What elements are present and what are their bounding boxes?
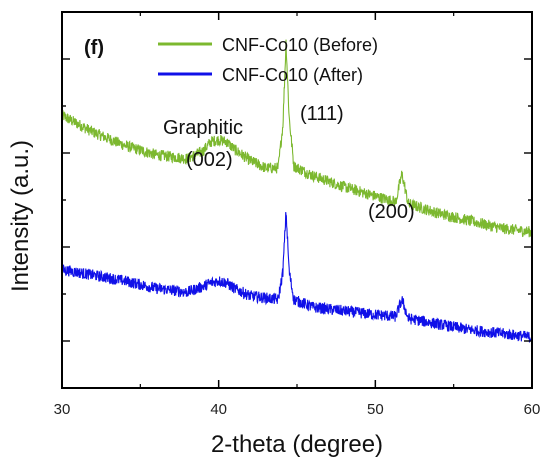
x-tick-label: 50	[367, 401, 384, 418]
x-axis-title: 2-theta (degree)	[211, 431, 383, 458]
x-tick-label: 30	[54, 401, 71, 418]
legend: CNF-Co10 (Before) CNF-Co10 (After)	[158, 35, 378, 85]
series-layer	[61, 39, 533, 343]
x-tick-label: 40	[210, 401, 227, 418]
legend-label-before: CNF-Co10 (Before)	[222, 35, 378, 55]
series-line-after	[61, 212, 533, 343]
tick-layer: 30 40 50 60	[54, 12, 541, 418]
annotation-graphitic: Graphitic	[163, 117, 243, 139]
annotation-200: (200)	[368, 201, 415, 223]
y-axis-title: Intensity (a.u.)	[7, 140, 34, 292]
annotation-002: (002)	[186, 149, 233, 171]
annotation-111: (111)	[300, 103, 344, 125]
legend-label-after: CNF-Co10 (After)	[222, 65, 363, 85]
x-tick-label: 60	[524, 401, 541, 418]
panel-label: (f)	[84, 37, 104, 59]
series-line-before	[61, 39, 533, 238]
